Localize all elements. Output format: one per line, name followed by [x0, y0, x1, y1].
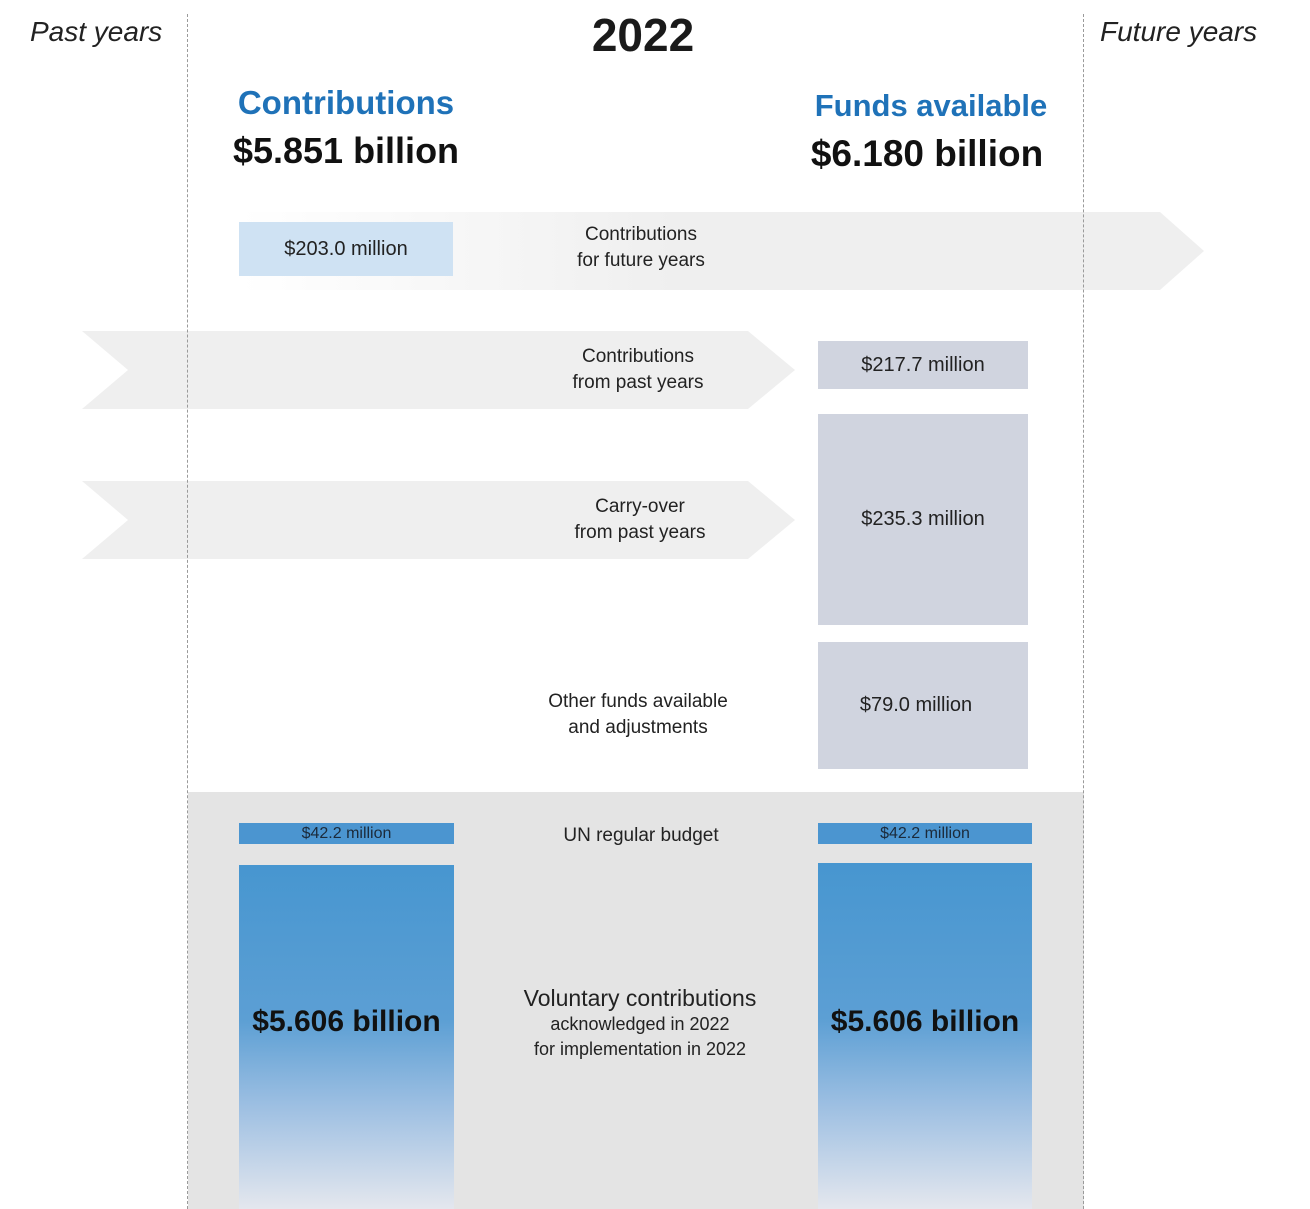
un-budget-label: UN regular budget [563, 825, 719, 846]
past-years-label-block: Contributions from past years [538, 344, 738, 396]
voluntary-label-line3: for implementation in 2022 [533, 1039, 747, 1059]
year-title: 2022 [591, 9, 695, 61]
future-years-arrow [240, 212, 1204, 290]
contributions-title: Contributions [237, 84, 455, 121]
voluntary-funds-value: $5.606 billion [830, 1005, 1020, 1038]
voluntary-label-line1: Voluntary contributions [523, 985, 757, 1011]
un-budget-funds-strip: $42.2 million [818, 823, 1032, 844]
contributions-total: $5.851 billion [232, 130, 460, 171]
funds-available-total: $6.180 billion [810, 133, 1044, 174]
future-years-label: Future years [1100, 16, 1258, 47]
other-funds-label-block: Other funds available and adjustments [530, 689, 746, 741]
carry-over-label-line2: from past years [574, 522, 706, 543]
carry-over-label-line1: Carry-over [595, 496, 685, 517]
past-years-arrow [82, 331, 795, 409]
past-boundary-line [187, 14, 188, 1209]
future-years-label-line2: for future years [577, 250, 705, 271]
past-years-label-line2: from past years [572, 372, 704, 393]
carry-over-arrow [82, 481, 795, 559]
carry-over-label-block: Carry-over from past years [540, 494, 740, 546]
other-funds-box: $79.0 million [818, 642, 1028, 769]
other-funds-label-line1: Other funds available [548, 691, 728, 712]
future-years-contribution-box: $203.0 million [239, 222, 453, 276]
past-years-label-line1: Contributions [582, 346, 694, 367]
voluntary-label-line2: acknowledged in 2022 [550, 1014, 730, 1034]
un-budget-contribution-strip: $42.2 million [239, 823, 454, 844]
voluntary-contribution-bar: $5.606 billion [239, 865, 454, 1209]
future-boundary-line [1083, 14, 1084, 1209]
carry-over-funds-box: $235.3 million [818, 414, 1028, 625]
voluntary-label-block: Voluntary contributions acknowledged in … [490, 984, 790, 1062]
past-years-funds-box: $217.7 million [818, 341, 1028, 389]
other-funds-label-line2: and adjustments [568, 717, 708, 738]
funds-available-title: Funds available [814, 88, 1048, 123]
voluntary-contribution-value: $5.606 billion [252, 1005, 441, 1038]
other-funds-value: $79.0 million [859, 694, 973, 716]
future-years-label-block: Contributions for future years [540, 222, 742, 274]
future-years-label-line1: Contributions [585, 224, 697, 245]
past-years-label: Past years [30, 16, 163, 47]
voluntary-funds-bar: $5.606 billion [818, 863, 1032, 1209]
